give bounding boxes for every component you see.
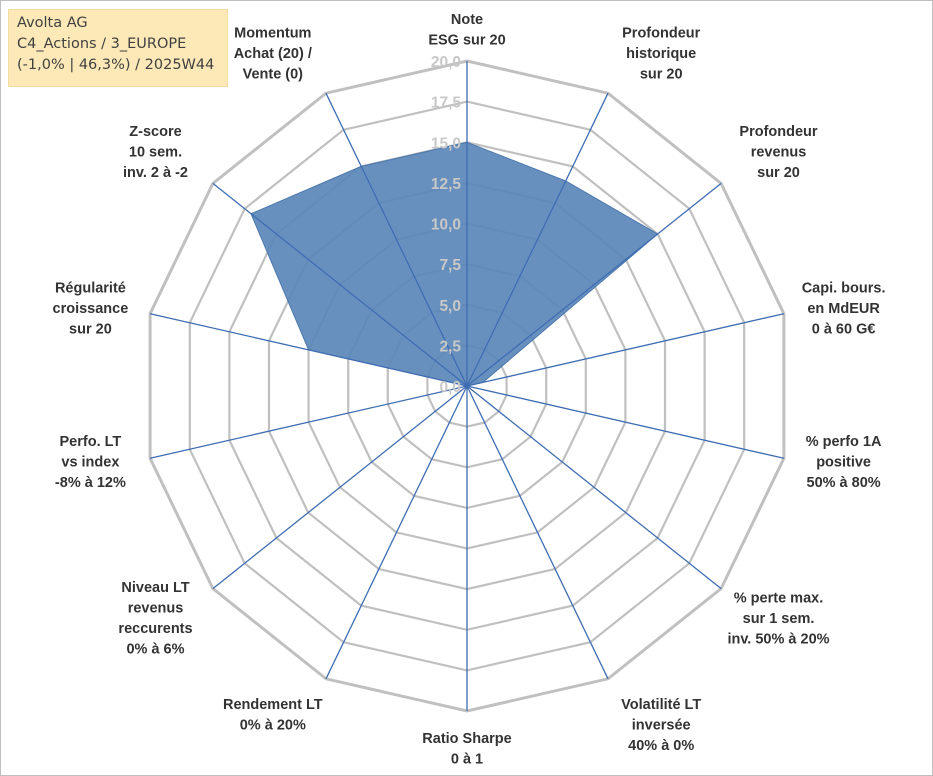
- tick-label: 15,0: [431, 135, 461, 152]
- axis-labels: Note ESG sur 20 Profondeur historique sur 20…: [53, 12, 886, 768]
- axis-spoke: [325, 92, 468, 387]
- tick-label: 10,0: [431, 217, 461, 234]
- axis-label-line: 0 à 60 G€: [812, 322, 876, 338]
- axis-label: Z-score 10 sem. inv. 2 à -2: [123, 124, 188, 181]
- axis-label-line: Momentum: [234, 26, 311, 42]
- axis-label-line: sur 1 sem.: [743, 611, 815, 627]
- axis-label: Régularité croissance sur 20: [53, 281, 129, 338]
- axis-spoke: [466, 385, 722, 590]
- axis-spoke: [466, 385, 785, 459]
- axis-label: Profondeur historique sur 20: [622, 26, 700, 83]
- axis-label-line: sur 20: [69, 322, 112, 338]
- axis-label-line: 0% à 6%: [126, 642, 184, 658]
- axis-label-line: inv. 2 à -2: [123, 165, 188, 181]
- axis-label-line: 10 sem.: [129, 145, 182, 161]
- axis-label-line: vs index: [61, 455, 119, 471]
- axis-label-line: 40% à 0%: [628, 738, 694, 754]
- axis-label-line: reccurents: [118, 621, 192, 637]
- axis-label-line: en MdEUR: [807, 301, 880, 317]
- axis-label-line: Note: [451, 12, 483, 28]
- axis-label-line: Profondeur: [622, 26, 700, 42]
- axis-label: Ratio Sharpe 0 à 1: [422, 731, 511, 768]
- axis-spokes: [149, 61, 785, 711]
- tick-label: 2,5: [439, 338, 461, 355]
- axis-label-line: Vente (0): [243, 67, 304, 83]
- axis-label-line: croissance: [53, 301, 129, 317]
- tick-label: 12,5: [431, 176, 462, 193]
- axis-spoke: [325, 385, 468, 680]
- axis-spoke: [466, 385, 609, 680]
- tick-label: 20,0: [431, 54, 461, 71]
- axis-label-line: historique: [626, 46, 696, 62]
- axis-label-line: Volatilité LT: [621, 697, 701, 713]
- tick-label: 7,5: [439, 257, 461, 274]
- axis-spoke: [466, 313, 785, 387]
- axis-spoke: [466, 92, 609, 387]
- axis-label-line: inversée: [632, 717, 691, 733]
- axis-label: % perfo 1A positive 50% à 80%: [806, 434, 882, 491]
- axis-label-line: Perfo. LT: [60, 434, 122, 450]
- axis-spoke: [466, 182, 722, 387]
- tick-label: 17,5: [431, 95, 462, 112]
- axis-label: Capi. bours. en MdEUR 0 à 60 G€: [802, 281, 886, 338]
- axis-label: Rendement LT 0% à 20%: [223, 697, 323, 734]
- axis-label-line: Profondeur: [739, 124, 817, 140]
- axis-label-line: 0% à 20%: [240, 717, 306, 733]
- axis-label-line: 50% à 80%: [807, 475, 881, 491]
- tick-label: 0,0: [439, 379, 461, 396]
- axis-label-line: Niveau LT: [121, 580, 189, 596]
- portfolio-category: C4_Actions / 3_EUROPE: [17, 36, 187, 52]
- axis-label-line: Ratio Sharpe: [422, 731, 511, 747]
- axis-spoke: [149, 313, 468, 387]
- tick-label: 5,0: [439, 298, 461, 315]
- axis-label-line: revenus: [128, 601, 184, 617]
- axis-label-line: % perte max.: [734, 590, 823, 606]
- axis-label-line: positive: [816, 455, 871, 471]
- axis-label-line: 0 à 1: [451, 752, 483, 768]
- axis-label: % perte max. sur 1 sem. inv. 50% à 20%: [727, 590, 829, 647]
- axis-label-line: sur 20: [757, 165, 800, 181]
- axis-label-line: % perfo 1A: [806, 434, 882, 450]
- axis-label-line: -8% à 12%: [55, 475, 126, 491]
- axis-label-line: ESG sur 20: [428, 33, 505, 49]
- axis-label-line: Z-score: [129, 124, 181, 140]
- axis-label-line: Régularité: [55, 281, 126, 297]
- axis-label-line: sur 20: [640, 67, 683, 83]
- axis-label: Momentum Achat (20) / Vente (0): [234, 26, 312, 83]
- axis-label-line: inv. 50% à 20%: [727, 631, 829, 647]
- axis-label: Profondeur revenus sur 20: [739, 124, 817, 181]
- info-box: Avolta AG C4_Actions / 3_EUROPE (-1,0% |…: [8, 9, 228, 87]
- axis-label: Note ESG sur 20: [428, 12, 505, 49]
- axis-spoke: [212, 182, 468, 387]
- tick-labels: 0,0 2,5 5,0 7,5 10,0 12,5 15,0 17,5 20,0: [431, 54, 462, 396]
- company-name: Avolta AG: [17, 15, 88, 31]
- axis-label-line: revenus: [751, 145, 807, 161]
- axis-label-line: Achat (20) /: [234, 46, 312, 62]
- performance-week: (-1,0% | 46,3%) / 2025W44: [17, 57, 215, 73]
- axis-label: Perfo. LT vs index -8% à 12%: [55, 434, 126, 491]
- axis-label: Niveau LT revenus reccurents 0% à 6%: [118, 580, 192, 658]
- axis-label-line: Rendement LT: [223, 697, 323, 713]
- axis-label: Volatilité LT inversée 40% à 0%: [621, 697, 701, 754]
- axis-spoke: [212, 385, 468, 590]
- axis-label-line: Capi. bours.: [802, 281, 886, 297]
- axis-spoke: [149, 385, 468, 459]
